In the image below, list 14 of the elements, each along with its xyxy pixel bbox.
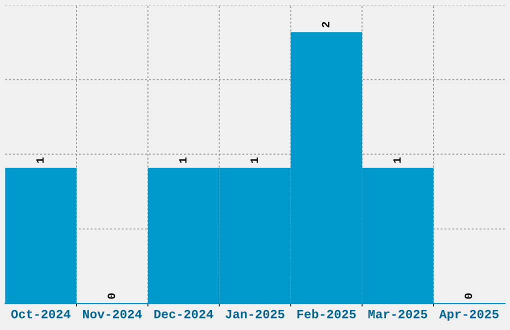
- data-label: 1: [36, 157, 44, 163]
- x-tick-label: Nov-2024: [83, 310, 142, 318]
- x-tick-label: Mar-2025: [368, 310, 428, 318]
- x-tick-label: Oct-2024: [11, 310, 70, 318]
- x-tick-label: Feb-2025: [297, 309, 356, 318]
- x-tick-label: Apr-2025: [439, 310, 499, 321]
- data-label: 1: [393, 157, 401, 163]
- x-tick-label: Dec-2024: [154, 310, 214, 318]
- x-tick-label: Jan-2025: [226, 310, 284, 318]
- data-label: 1: [179, 157, 186, 163]
- data-label: 2: [322, 22, 330, 28]
- data-label: 0: [108, 293, 116, 299]
- data-label: 1: [250, 157, 258, 163]
- data-label: 0: [464, 293, 472, 299]
